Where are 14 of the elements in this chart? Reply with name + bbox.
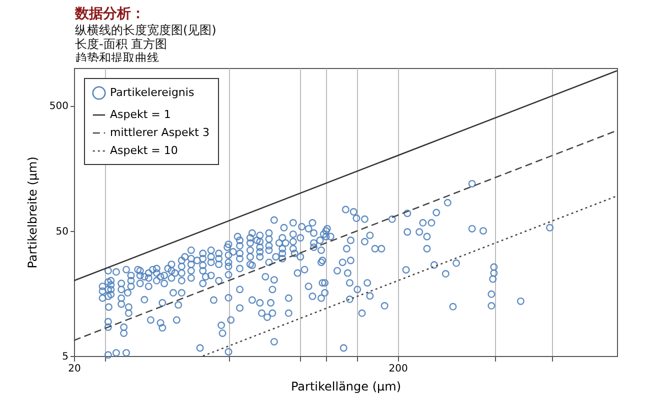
x-tick-label: 200: [388, 364, 408, 374]
text: 长度-面积 直方图: [75, 37, 168, 51]
chart-title: 数据分析：: [75, 6, 146, 23]
y-tick-label: 500: [49, 101, 68, 112]
x-tick-label: 20: [68, 364, 81, 374]
legend-label: Aspekt = 10: [110, 144, 178, 157]
y-tick-label: 50: [56, 226, 68, 238]
x-axis-title: Partikellänge (µm): [290, 380, 402, 394]
legend-label: mittlerer Aspekt 3: [110, 126, 210, 139]
legend-label: Partikelereignis: [110, 86, 194, 99]
y-axis-title: Partikelbreite (µm): [25, 156, 40, 268]
y-tick-label: 5: [62, 352, 68, 362]
text: 纵横线的长度宽度图(见图): [75, 23, 218, 37]
legend-label: Aspekt = 1: [110, 108, 171, 121]
